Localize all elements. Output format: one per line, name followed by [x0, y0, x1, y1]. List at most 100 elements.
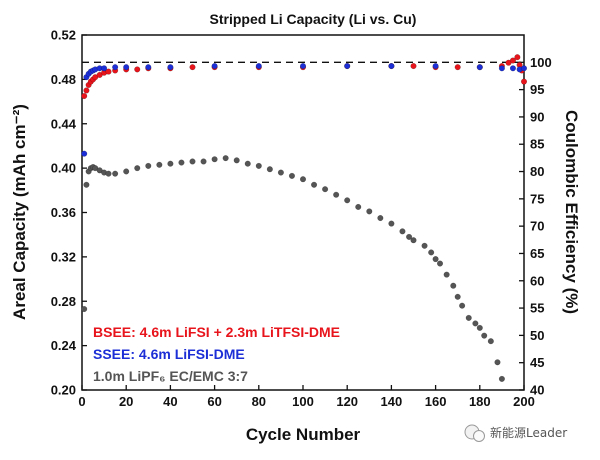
data-point	[494, 359, 501, 366]
y-right-tick-label: 85	[530, 137, 544, 152]
data-point	[322, 186, 329, 193]
data-point	[459, 302, 466, 309]
data-point	[514, 54, 521, 61]
data-point	[454, 293, 461, 300]
data-point	[105, 170, 112, 177]
data-point	[123, 168, 130, 175]
data-point	[299, 63, 307, 70]
x-tick-label: 200	[513, 394, 535, 409]
data-point	[410, 63, 417, 70]
data-point	[509, 65, 517, 72]
y-right-tick-label: 55	[530, 301, 544, 316]
data-point	[388, 63, 395, 70]
y-left-tick-label: 0.48	[51, 72, 76, 87]
data-point	[112, 170, 119, 177]
data-point	[81, 150, 88, 157]
series-1	[81, 63, 528, 157]
watermark: 新能源Leader	[464, 424, 567, 442]
data-point	[366, 208, 373, 215]
data-point	[355, 203, 362, 210]
data-point	[421, 242, 428, 249]
data-point	[432, 63, 439, 70]
y-right-axis-label: Coulombic Efficiency (%)	[562, 110, 581, 314]
data-point	[344, 63, 351, 70]
y-right-tick-label: 65	[530, 246, 544, 261]
wechat-icon	[464, 424, 485, 442]
data-point	[178, 159, 185, 166]
x-tick-label: 20	[119, 394, 133, 409]
data-point	[211, 156, 218, 163]
y-right-tick-label: 80	[530, 164, 544, 179]
x-axis-label: Cycle Number	[246, 425, 361, 444]
y-right-tick-label: 50	[530, 328, 544, 343]
data-point	[388, 220, 395, 227]
x-tick-label: 100	[292, 394, 314, 409]
y-left-tick-label: 0.44	[51, 116, 77, 131]
y-right-tick-label: 100	[530, 55, 552, 70]
data-point	[255, 162, 262, 169]
data-point	[399, 228, 406, 235]
data-point	[266, 166, 273, 173]
y-left-tick-label: 0.32	[51, 249, 76, 264]
data-point	[476, 64, 483, 71]
data-point	[520, 78, 528, 85]
data-point	[167, 64, 174, 71]
y-right-tick-label: 40	[530, 383, 544, 398]
x-axis-ticks: 0 20 40 60 80 100 120 140 160 180 200	[78, 385, 535, 409]
x-tick-label: 60	[207, 394, 221, 409]
data-point	[277, 169, 284, 176]
watermark-text: 新能源Leader	[490, 425, 567, 440]
y-right-tick-label: 75	[530, 191, 544, 206]
data-point	[145, 162, 152, 169]
x-tick-label: 160	[425, 394, 447, 409]
data-point	[222, 155, 229, 162]
data-point	[428, 249, 435, 256]
x-tick-label: 140	[381, 394, 403, 409]
data-point	[145, 64, 152, 71]
data-point	[498, 375, 505, 382]
data-point	[333, 191, 340, 198]
data-point	[311, 181, 318, 188]
y-right-axis-ticks: 40 45 50 55 60 65 70 75 80 85 90 95 100	[519, 55, 552, 398]
data-point	[112, 64, 119, 71]
data-point	[465, 314, 472, 321]
y-right-tick-label: 45	[530, 355, 544, 370]
y-right-tick-label: 90	[530, 109, 544, 124]
data-point	[211, 63, 218, 70]
y-right-tick-label: 95	[530, 82, 544, 97]
data-point	[200, 158, 207, 165]
data-point	[255, 63, 262, 70]
data-point	[454, 64, 461, 71]
data-point	[81, 305, 88, 313]
data-point	[83, 87, 90, 94]
x-tick-label: 0	[78, 394, 85, 409]
series-layer	[81, 54, 528, 382]
y-left-tick-label: 0.20	[51, 383, 76, 398]
y-left-axis-label: Areal Capacity (mAh cm⁻²)	[10, 104, 29, 320]
data-point	[432, 256, 439, 263]
data-point	[244, 160, 251, 167]
data-point	[377, 215, 384, 222]
data-point	[443, 271, 450, 278]
data-point	[299, 176, 307, 183]
data-point	[105, 68, 112, 75]
x-tick-label: 80	[252, 394, 266, 409]
series-2	[81, 155, 505, 382]
data-point	[498, 65, 505, 72]
data-point	[134, 66, 141, 73]
y-left-tick-label: 0.28	[51, 294, 76, 309]
data-point	[487, 338, 494, 345]
legend: BSEE: 4.6m LiFSI + 2.3m LiTFSI-DME SSEE:…	[93, 324, 340, 384]
data-point	[436, 260, 444, 267]
legend-entry-bsee: BSEE: 4.6m LiFSI + 2.3m LiTFSI-DME	[93, 324, 340, 340]
y-left-tick-label: 0.52	[51, 28, 76, 43]
data-point	[189, 64, 196, 71]
data-point	[410, 237, 417, 244]
y-right-tick-label: 70	[530, 219, 544, 234]
legend-entry-lipf6: 1.0m LiPF₆ EC/EMC 3:7	[93, 368, 248, 384]
y-left-tick-label: 0.40	[51, 161, 76, 176]
data-point	[509, 57, 517, 64]
data-point	[450, 282, 457, 289]
legend-entry-ssee: SSEE: 4.6m LiFSI-DME	[93, 346, 245, 362]
